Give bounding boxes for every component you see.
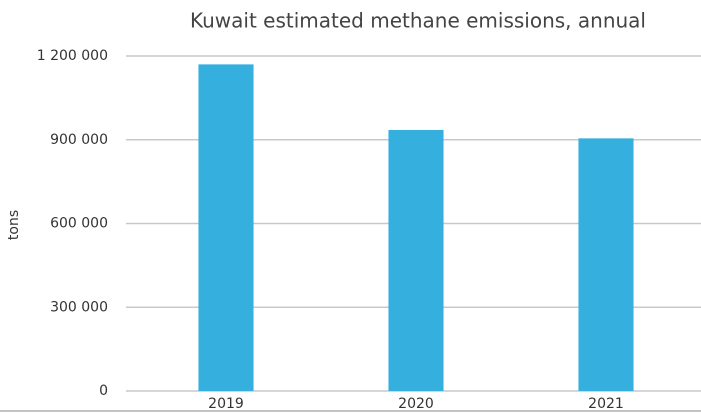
chart-title: Kuwait estimated methane emissions, annu… [190, 9, 646, 33]
y-tick-label: 900 000 [50, 132, 108, 148]
bar [198, 64, 254, 391]
y-tick-label: 0 [99, 383, 108, 399]
bar [388, 129, 444, 391]
y-axis-label: tons [6, 210, 22, 240]
y-tick-label: 300 000 [50, 299, 108, 315]
x-tick-label: 2020 [398, 396, 434, 412]
y-tick-label: 600 000 [50, 216, 108, 232]
y-tick-label: 1 200 000 [37, 48, 108, 64]
x-tick-label: 2019 [208, 396, 244, 412]
x-tick-label: 2021 [588, 396, 624, 412]
bar [578, 138, 634, 391]
